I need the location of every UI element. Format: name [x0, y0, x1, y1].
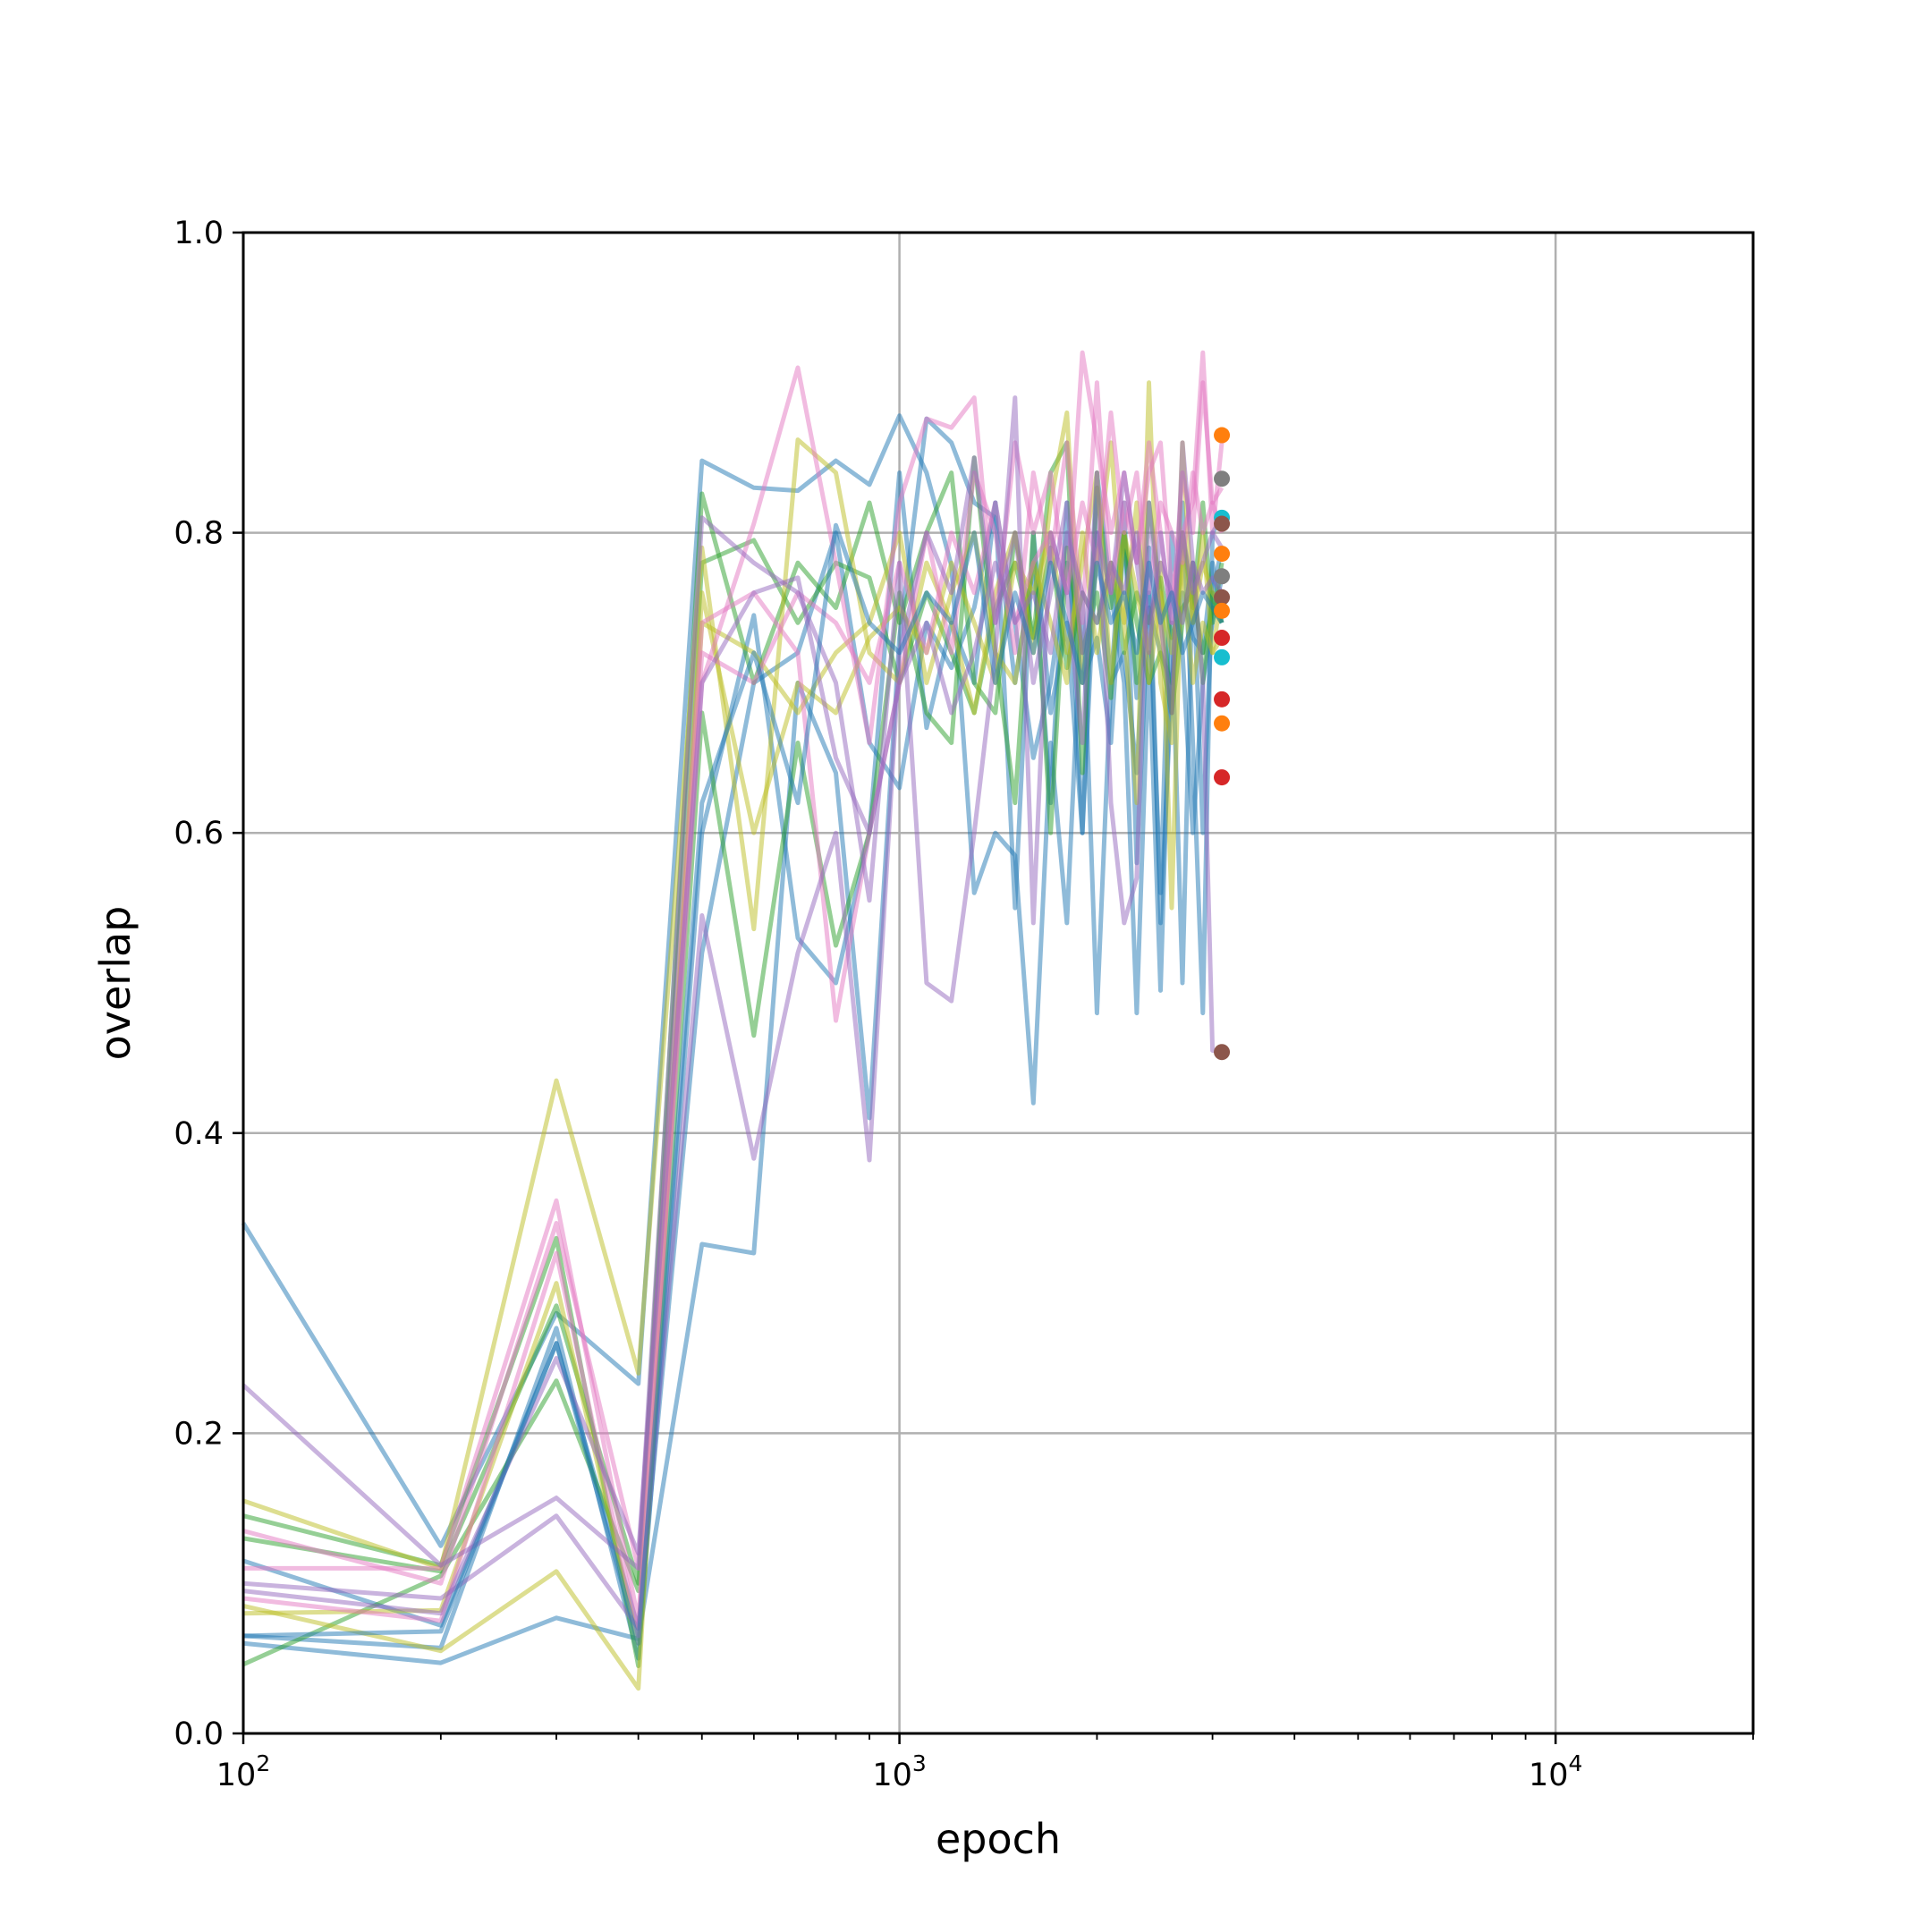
y-tick-label: 0.8 [174, 516, 224, 552]
y-tick-label: 1.0 [174, 216, 224, 251]
end-marker-point [1214, 568, 1231, 585]
x-tick-label: 103 [872, 1750, 926, 1793]
end-marker-point [1214, 1044, 1231, 1061]
series-line [242, 455, 1224, 1631]
end-marker-point [1214, 427, 1231, 444]
end-marker-point [1214, 691, 1231, 708]
end-marker-point [1214, 546, 1231, 563]
y-axis-label: overlap [91, 906, 140, 1061]
end-marker-point [1214, 589, 1231, 606]
end-marker-point [1214, 715, 1231, 732]
x-tick-label: 102 [216, 1750, 270, 1793]
end-marker-point [1214, 470, 1231, 487]
x-axis-label: epoch [936, 1815, 1061, 1863]
plot-frame [242, 231, 1755, 1735]
x-tick-exponent: 2 [256, 1750, 270, 1776]
x-tick-exponent: 4 [1568, 1750, 1582, 1776]
y-tick-label: 0.2 [174, 1416, 224, 1452]
x-tick-base: 10 [872, 1758, 912, 1793]
x-tick-base: 10 [216, 1758, 257, 1793]
end-markers [1214, 427, 1231, 1061]
x-tick-exponent: 3 [912, 1750, 927, 1776]
end-marker-point [1214, 769, 1231, 786]
y-tick-label: 0.4 [174, 1116, 224, 1152]
y-tick-label: 0.0 [174, 1716, 224, 1752]
end-marker-point [1214, 515, 1231, 532]
end-marker-point [1214, 630, 1231, 647]
end-marker-point [1214, 602, 1231, 619]
x-tick-base: 10 [1529, 1758, 1569, 1793]
series-lines [241, 350, 1224, 1691]
series-line [242, 522, 1224, 1646]
end-marker-point [1214, 648, 1231, 665]
series-line [242, 395, 1222, 1571]
y-tick-label: 0.6 [174, 816, 224, 852]
x-tick-label: 104 [1529, 1750, 1582, 1793]
series-line [242, 410, 1224, 1639]
